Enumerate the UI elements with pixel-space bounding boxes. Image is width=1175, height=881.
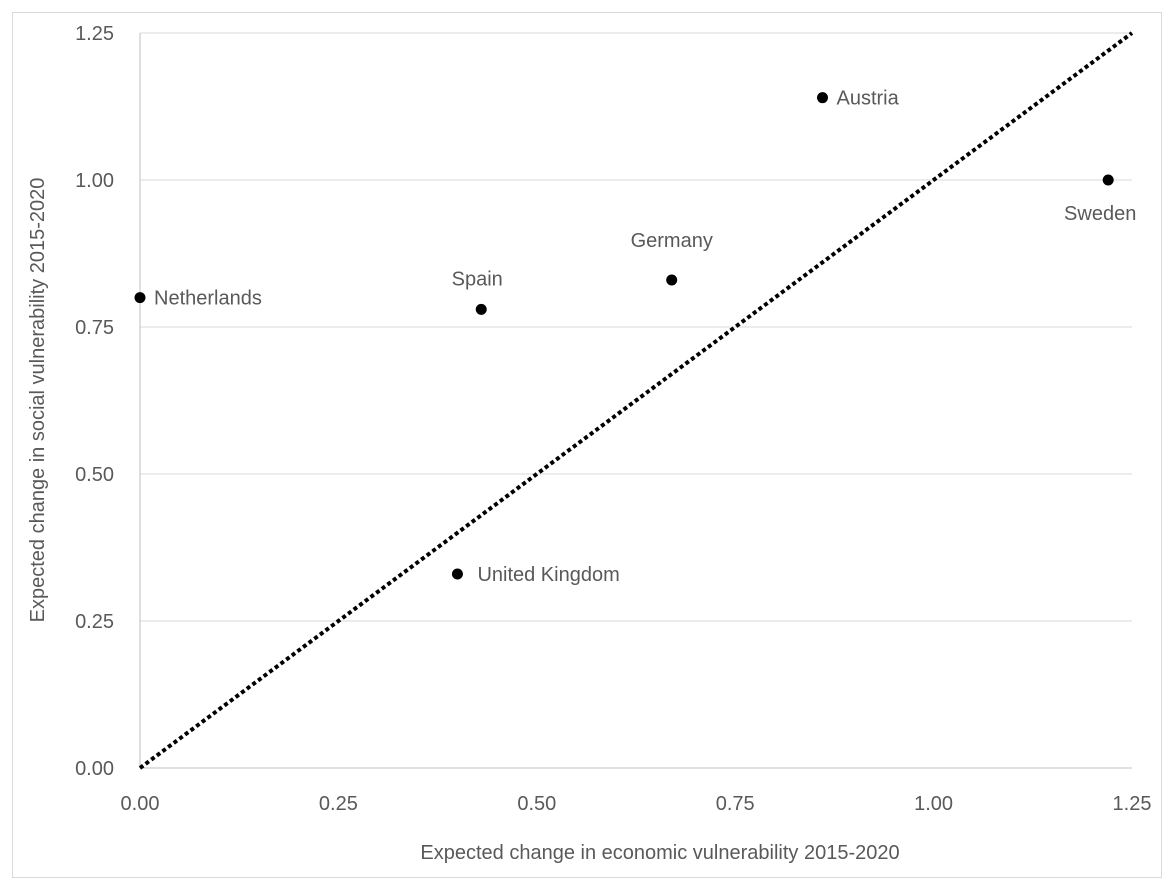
data-point-austria [816,92,828,104]
y-tick-label: 0.25 [75,611,114,633]
data-point-sweden [1102,174,1114,186]
x-tick-label: 1.25 [1113,793,1152,815]
y-tick-label: 1.00 [75,170,114,192]
point-labels: Netherlands Spain Germany Austria Sweden Unit… [154,88,1136,586]
data-label-germany: Germany [631,230,713,252]
data-label-sweden: Sweden [1064,203,1136,225]
data-point-united-kingdom [451,568,463,580]
data-point-netherlands [134,292,146,304]
x-tick-label: 1.00 [914,793,953,815]
x-axis-title: Expected change in economic vulnerabilit… [420,842,899,864]
reference-line [138,31,1134,770]
x-tick-label: 0.75 [716,793,755,815]
y-tick-label: 1.25 [75,23,114,45]
chart-frame [12,12,1162,878]
y-tick-label: 0.00 [75,758,114,780]
y-tick-label: 0.75 [75,317,114,339]
data-label-austria: Austria [836,88,899,110]
x-tick-label: 0.00 [121,793,160,815]
data-point-germany [666,274,678,286]
reference-line-group [138,31,1134,770]
x-tick-label: 0.50 [517,793,556,815]
y-axis-title: Expected change in social vulnerability … [27,178,49,623]
gridlines [140,32,1132,622]
axes: 0.00 0.25 0.50 0.75 1.00 1.25 0.00 0.25 0.50 0.75… [75,23,1151,815]
data-points [134,92,1114,580]
data-label-united-kingdom: United Kingdom [477,564,619,586]
y-tick-label: 0.50 [75,464,114,486]
data-point-spain [475,303,487,315]
data-label-netherlands: Netherlands [154,288,262,310]
x-tick-label: 0.25 [319,793,358,815]
data-label-spain: Spain [452,268,503,290]
